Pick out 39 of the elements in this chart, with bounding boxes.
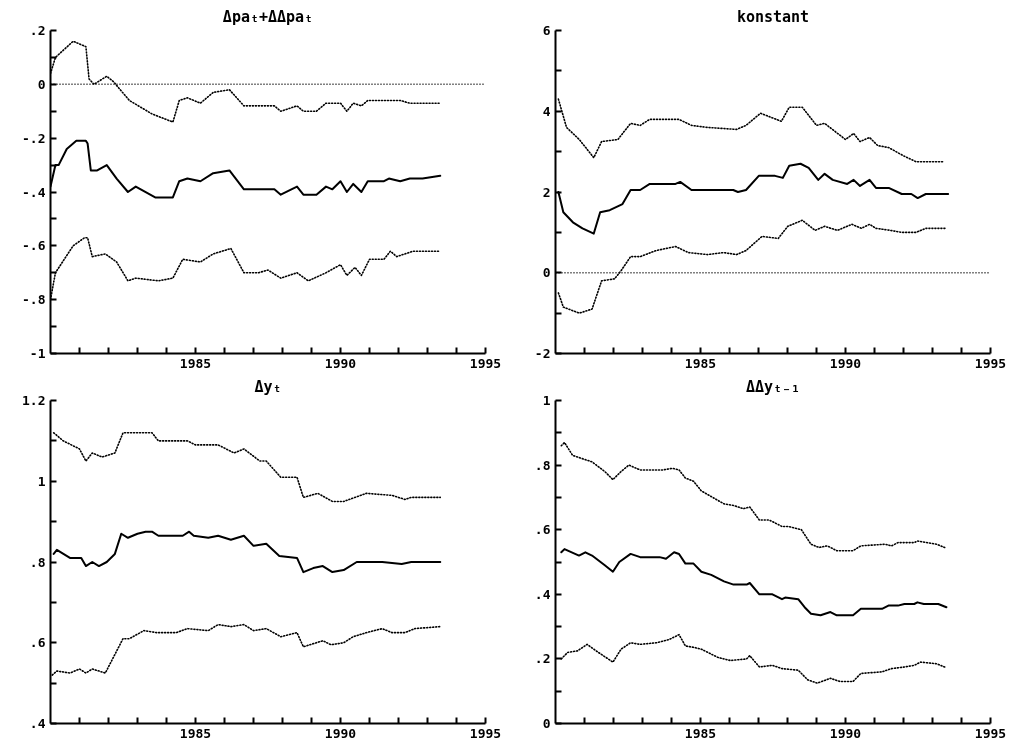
y-tick-label: 4 <box>542 103 551 119</box>
x-tick-label: 1990 <box>324 725 357 741</box>
y-tick-label: 0 <box>542 716 551 731</box>
chart-title: ΔΔyₜ₋₁ <box>745 377 801 396</box>
y-tick-label: 0 <box>542 265 551 281</box>
x-tick-label: 1990 <box>829 725 862 741</box>
y-tick-label: 1 <box>542 393 551 408</box>
chart-title: Δpaₜ+ΔΔpaₜ <box>222 7 314 26</box>
x-tick-label: 1985 <box>179 355 212 371</box>
y-tick-label: .8 <box>29 554 46 570</box>
x-tick-label: 1995 <box>974 355 1007 371</box>
y-tick-label: 1 <box>37 473 46 489</box>
y-tick-label: .4 <box>29 716 46 731</box>
y-tick-label: -.6 <box>22 238 46 254</box>
y-tick-label: .2 <box>534 651 551 667</box>
y-tick-label: .2 <box>29 23 46 38</box>
x-tick-label: 1995 <box>974 725 1007 741</box>
y-tick-label: -.4 <box>22 184 46 200</box>
y-tick-label: .6 <box>534 522 551 538</box>
x-tick-label: 1995 <box>469 355 502 371</box>
x-tick-label: 1985 <box>179 725 212 741</box>
chart-title: konstant <box>736 7 810 26</box>
y-tick-label: 2 <box>542 184 551 200</box>
x-tick-label: 1990 <box>324 355 357 371</box>
y-tick-label: .8 <box>534 457 551 473</box>
y-tick-label: -.2 <box>22 130 46 146</box>
chart-title: Δyₜ <box>254 377 282 396</box>
y-tick-label: -.8 <box>22 292 46 308</box>
x-tick-label: 1995 <box>469 725 502 741</box>
x-tick-label: 1990 <box>829 355 862 371</box>
y-tick-label: .4 <box>534 586 551 602</box>
y-tick-label: 6 <box>542 23 551 38</box>
y-tick-label: -1 <box>29 346 46 361</box>
y-tick-label: 0 <box>37 76 46 92</box>
y-tick-label: 1.2 <box>22 393 46 408</box>
y-tick-label: .6 <box>29 635 46 651</box>
x-tick-label: 1985 <box>684 725 717 741</box>
x-tick-label: 1985 <box>684 355 717 371</box>
y-tick-label: -2 <box>534 346 551 361</box>
